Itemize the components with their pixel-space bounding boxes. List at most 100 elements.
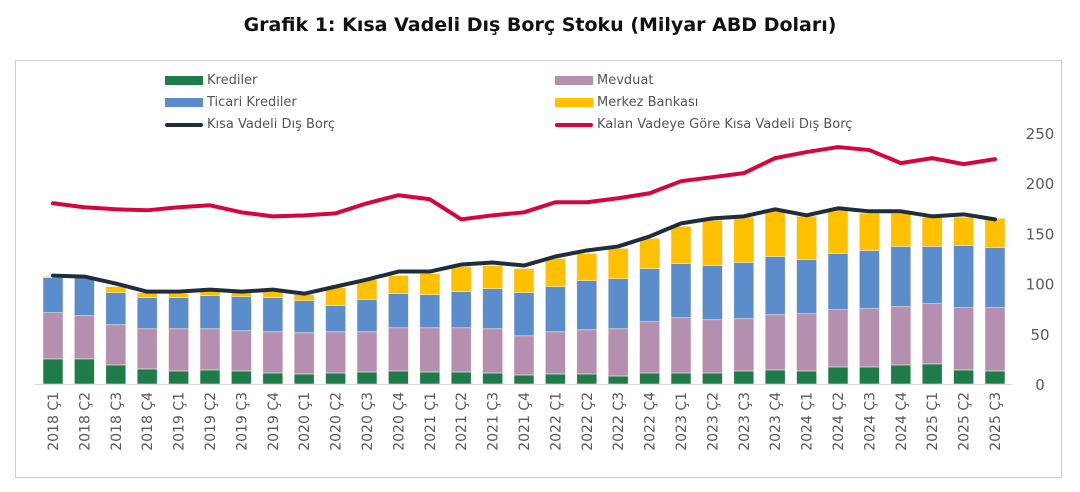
bar-ticari-krediler xyxy=(419,294,441,329)
bar-krediler xyxy=(796,370,817,385)
bar-merkez-bankası xyxy=(827,210,849,254)
x-tick-label: 2018 Ç3 xyxy=(109,392,125,451)
bar-merkez-bankası xyxy=(702,220,723,266)
bar-mevduat xyxy=(74,315,95,360)
y-tick-label: 100 xyxy=(1026,276,1055,294)
bar-merkez-bankası xyxy=(764,211,786,257)
bar-krediler xyxy=(921,363,943,385)
x-tick-label: 2023 Ç2 xyxy=(705,392,721,451)
x-tick-label: 2023 Ç4 xyxy=(768,392,784,451)
bar-merkez-bankası xyxy=(545,258,566,287)
x-tick-label: 2020 Ç4 xyxy=(391,392,407,451)
bar-krediler xyxy=(356,371,378,385)
bar-ticari-krediler xyxy=(105,292,127,326)
bar-krediler xyxy=(105,364,127,385)
bar-mevduat xyxy=(356,331,378,373)
line-kalan-vadeye-göre-kısa-vadeli-dış-borç xyxy=(51,145,997,222)
bar-merkez-bankası xyxy=(859,213,880,251)
bar-krediler xyxy=(168,370,189,385)
bar-krediler xyxy=(639,372,660,385)
bar-mevduat xyxy=(199,328,221,371)
bar-ticari-krediler xyxy=(168,297,189,330)
bar-merkez-bankası xyxy=(890,213,912,247)
x-tick-label: 2020 Ç2 xyxy=(329,392,345,451)
legend-swatch xyxy=(555,98,593,107)
x-tick-label: 2018 Ç1 xyxy=(46,392,62,451)
legend-swatch xyxy=(555,76,593,85)
bar-merkez-bankası xyxy=(450,266,472,292)
bar-ticari-krediler xyxy=(74,277,95,317)
bar-merkez-bankası xyxy=(921,217,943,247)
legend-swatch xyxy=(165,76,203,85)
bar-ticari-krediler xyxy=(199,295,221,330)
bar-ticari-krediler xyxy=(293,300,315,334)
bar-ticari-krediler xyxy=(796,259,817,315)
bar-ticari-krediler xyxy=(576,280,598,331)
bar-mevduat xyxy=(450,327,472,373)
bar-krediler xyxy=(984,370,1006,385)
legend-item-kisa-vadeli-dis-borc: Kısa Vadeli Dış Borç xyxy=(165,117,335,132)
bar-merkez-bankası xyxy=(419,273,441,295)
bar-merkez-bankası xyxy=(607,248,629,279)
bar-krediler xyxy=(231,370,252,385)
bar-merkez-bankası xyxy=(576,253,598,281)
bar-ticari-krediler xyxy=(513,292,535,337)
x-tick-label: 2019 Ç4 xyxy=(266,392,282,451)
bar-ticari-krediler xyxy=(953,245,974,308)
x-tick-label: 2023 Ç3 xyxy=(737,392,753,451)
y-tick-label: 50 xyxy=(1030,326,1049,344)
bar-mevduat xyxy=(262,331,284,374)
bar-krediler xyxy=(827,366,849,385)
bar-krediler xyxy=(74,358,95,385)
bar-ticari-krediler xyxy=(136,297,158,330)
legend-swatch xyxy=(555,122,593,127)
bar-ticari-krediler xyxy=(670,263,692,319)
x-tick-label: 2024 Ç3 xyxy=(862,392,878,451)
bar-mevduat xyxy=(482,328,503,374)
bar-mevduat xyxy=(890,306,912,366)
x-tick-label: 2022 Ç2 xyxy=(580,392,596,451)
bar-mevduat xyxy=(639,321,660,374)
bar-ticari-krediler xyxy=(325,305,346,333)
x-tick-label: 2021 Ç2 xyxy=(454,392,470,451)
x-tick-label: 2024 Ç1 xyxy=(800,392,816,451)
y-tick-label: 0 xyxy=(1035,376,1045,394)
bar-krediler xyxy=(733,370,755,385)
bar-mevduat xyxy=(733,318,755,372)
bar-ticari-krediler xyxy=(482,288,503,330)
bar-merkez-bankası xyxy=(953,217,974,246)
bar-mevduat xyxy=(921,303,943,365)
bar-merkez-bankası xyxy=(670,226,692,264)
y-tick-label: 200 xyxy=(1026,175,1055,193)
bar-mevduat xyxy=(702,319,723,374)
x-tick-label: 2024 Ç2 xyxy=(831,392,847,451)
bar-merkez-bankası xyxy=(168,293,189,298)
bar-krediler xyxy=(262,372,284,385)
line-kısa-vadeli-dış-borç xyxy=(51,206,997,296)
bar-krediler xyxy=(576,373,598,385)
bar-mevduat xyxy=(859,308,880,368)
legend-item-kalan-vadeye-gore: Kalan Vadeye Göre Kısa Vadeli Dış Borç xyxy=(555,117,852,132)
x-tick-label: 2018 Ç4 xyxy=(140,392,156,451)
legend-label: Kalan Vadeye Göre Kısa Vadeli Dış Borç xyxy=(597,117,853,132)
bar-merkez-bankası xyxy=(796,216,817,260)
x-tick-label: 2023 Ç1 xyxy=(674,392,690,451)
bar-krediler xyxy=(670,372,692,385)
bar-merkez-bankası xyxy=(105,286,127,293)
bar-ticari-krediler xyxy=(890,246,912,307)
x-tick-label: 2019 Ç3 xyxy=(234,392,250,451)
bar-ticari-krediler xyxy=(764,256,786,316)
bar-merkez-bankası xyxy=(388,275,409,294)
x-tick-label: 2022 Ç4 xyxy=(643,392,659,451)
bar-ticari-krediler xyxy=(545,286,566,333)
bar-krediler xyxy=(388,370,409,385)
bar-ticari-krediler xyxy=(450,291,472,329)
bar-krediler xyxy=(293,373,315,385)
x-tick-label: 2025 Ç1 xyxy=(925,392,941,451)
chart-frame xyxy=(15,60,1062,478)
bar-mevduat xyxy=(231,330,252,372)
x-tick-label: 2021 Ç3 xyxy=(486,392,502,451)
bar-merkez-bankası xyxy=(639,238,660,269)
bar-krediler xyxy=(764,369,786,385)
